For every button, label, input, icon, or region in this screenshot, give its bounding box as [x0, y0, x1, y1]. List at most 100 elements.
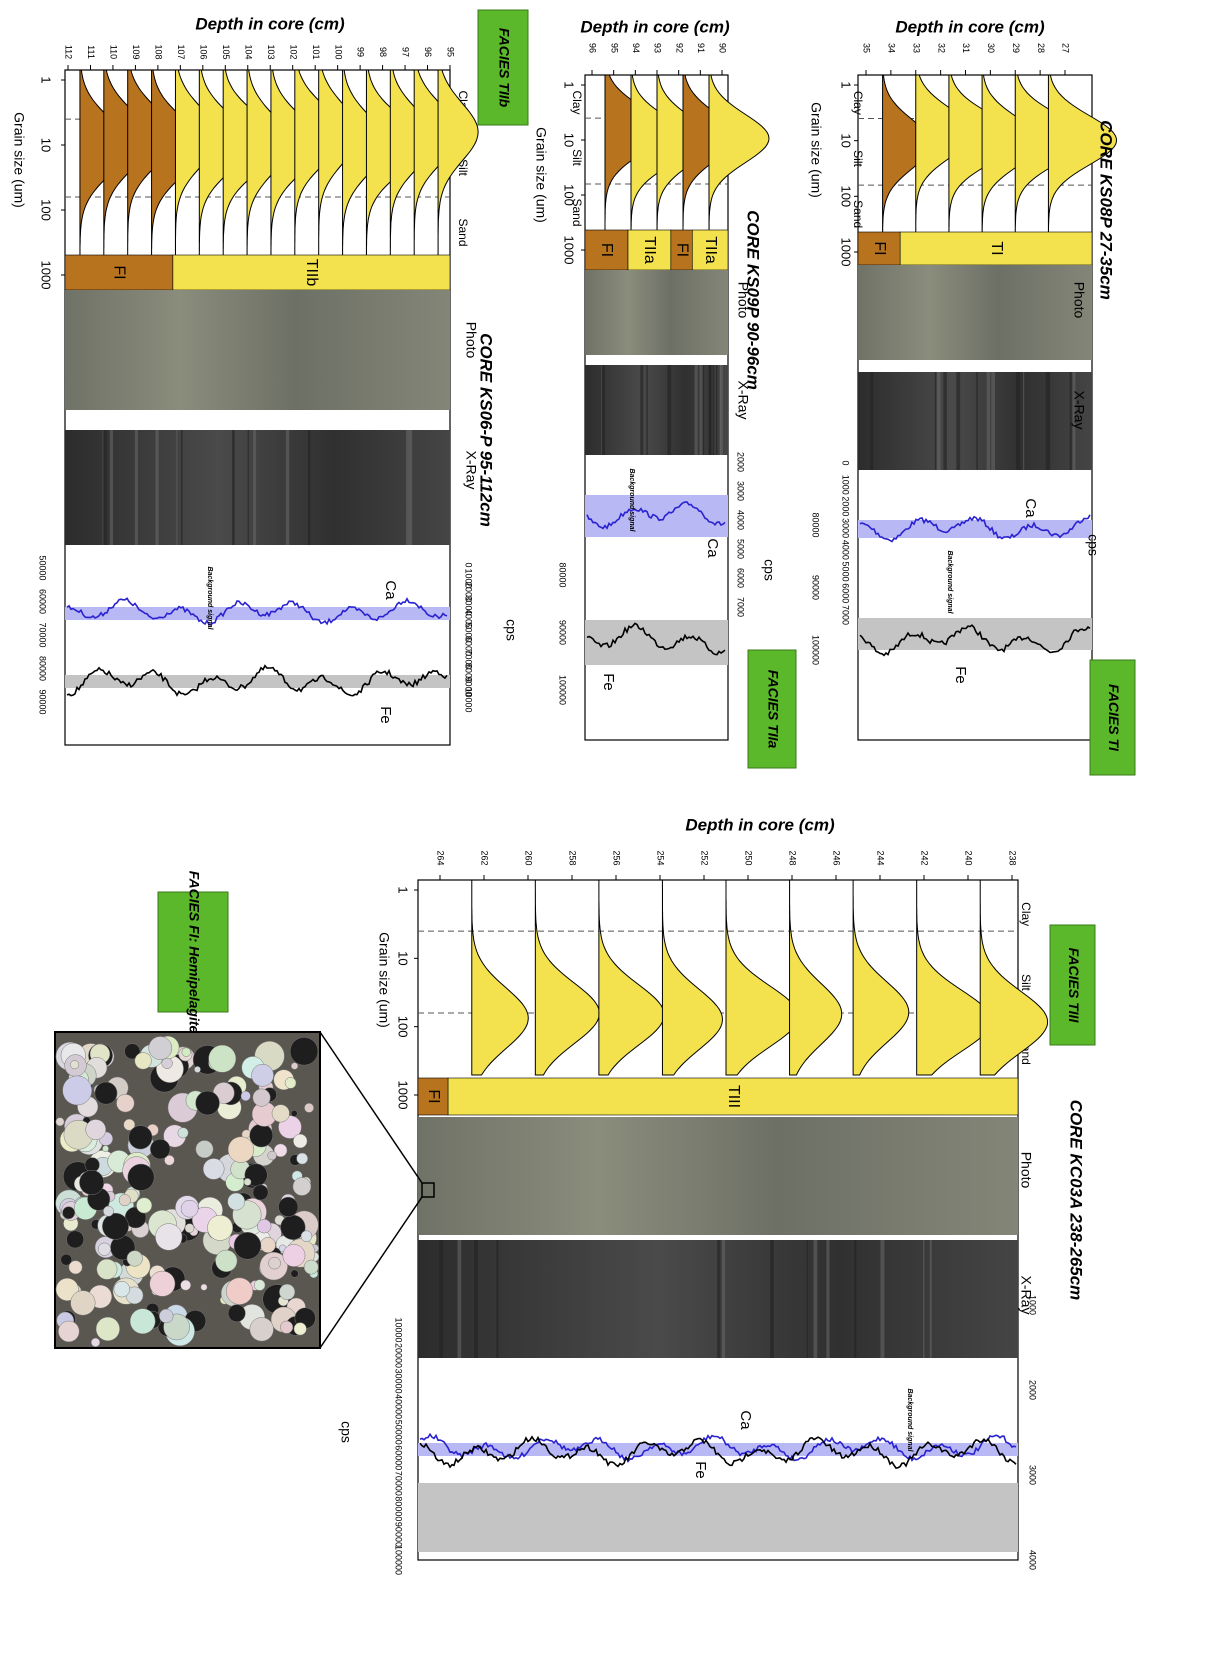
depth-tick-label: 240 — [964, 850, 974, 865]
photo-label: Photo — [1071, 282, 1087, 319]
grain-tick-label: 1000 — [562, 236, 577, 265]
grain-curve — [709, 75, 769, 230]
facies-unit-label: TI — [988, 241, 1005, 255]
background-label: Background signal — [206, 566, 213, 630]
depth-tick-label: 264 — [436, 850, 446, 865]
cps-tick-label: 80000 — [811, 512, 821, 537]
facies-unit-label: FI — [425, 1089, 442, 1103]
grain-axis-title: Grain size (um) — [533, 127, 549, 223]
foram-grain — [234, 1232, 261, 1259]
foram-grain — [63, 1076, 92, 1105]
depth-tick-label: 30 — [986, 43, 996, 53]
foram-grain — [56, 1118, 64, 1126]
foram-grain — [155, 1224, 182, 1251]
facies-box-label: FACIES FI: Hemipelagite — [186, 871, 202, 1034]
background-label: Background signal — [628, 468, 635, 532]
cps-tick-label: 100000 — [394, 1545, 404, 1575]
foram-grain — [159, 1309, 173, 1323]
foram-grain — [228, 1193, 245, 1210]
core-xray — [585, 365, 728, 455]
cps-tick-label: 7000 — [736, 597, 746, 617]
cps-label: cps — [1085, 534, 1101, 556]
foram-grain — [181, 1280, 191, 1290]
cps-tick-label: 4000 — [841, 540, 851, 560]
depth-tick-label: 99 — [356, 47, 366, 57]
depth-tick-label: 96 — [588, 43, 598, 53]
foram-grain — [293, 1134, 307, 1148]
depth-tick-label: 33 — [911, 43, 921, 53]
depth-tick-label: 109 — [131, 44, 141, 59]
grain-class-label: Sand — [851, 200, 865, 228]
cps-tick-label: 0 — [464, 562, 474, 567]
cps-label: cps — [503, 619, 519, 641]
facies-box-label: FACIES TIIa — [765, 670, 781, 749]
cps-tick-label: 100000 — [558, 675, 568, 705]
cps-label: cps — [761, 559, 777, 581]
depth-tick-label: 242 — [920, 850, 930, 865]
depth-tick-label: 238 — [1008, 850, 1018, 865]
facies-unit-label: FI — [598, 243, 615, 257]
facies-box-label: FACIES TIII — [1066, 948, 1082, 1024]
depth-tick-label: 112 — [64, 45, 74, 59]
depth-tick-label: 101 — [311, 44, 321, 59]
depth-tick-label: 252 — [700, 850, 710, 865]
foram-grain — [244, 1178, 251, 1185]
facies-unit-label: FI — [871, 241, 888, 255]
cps-tick-label: 30000 — [394, 1369, 404, 1394]
foram-grain — [119, 1194, 131, 1206]
foram-grain — [297, 1153, 308, 1164]
facies-box-label: FACIES TI — [1106, 684, 1122, 752]
cps-tick-label: 70000 — [394, 1471, 404, 1496]
facies-box-label: FACIES TIIb — [496, 28, 512, 108]
foram-grain — [149, 1036, 172, 1059]
foram-grain — [85, 1158, 100, 1173]
cps-tick-label: 6000 — [841, 583, 851, 603]
cps-tick-label: 20000 — [394, 1343, 404, 1368]
foram-grain — [185, 1224, 194, 1233]
core-photo — [418, 1117, 1018, 1235]
foram-grain — [215, 1250, 237, 1272]
foram-grain — [128, 1164, 154, 1190]
depth-tick-label: 107 — [176, 44, 186, 59]
depth-tick-label: 260 — [524, 850, 534, 865]
grain-tick-label: 100 — [396, 1016, 411, 1038]
foram-grain — [279, 1284, 295, 1300]
background-band-fe — [858, 618, 1092, 650]
cps-tick-label: 70000 — [38, 622, 48, 647]
foram-grain — [91, 1338, 100, 1347]
grain-axis-title: Grain size (um) — [808, 102, 824, 198]
cps-tick-label: 90000 — [38, 689, 48, 714]
depth-tick-label: 95 — [446, 47, 456, 57]
xray-label: X-Ray — [1071, 391, 1087, 430]
depth-tick-label: 246 — [832, 850, 842, 865]
foram-grain — [257, 1219, 271, 1233]
depth-tick-label: 96 — [423, 47, 433, 57]
foram-grain — [69, 1261, 82, 1274]
depth-tick-label: 91 — [696, 43, 706, 53]
cps-tick-label: 2000 — [1028, 1380, 1038, 1400]
background-band-fe — [418, 1483, 1018, 1552]
depth-tick-label: 106 — [198, 44, 208, 59]
foram-grain — [127, 1251, 143, 1267]
foram-grain — [283, 1244, 305, 1266]
grain-axis-title: Grain size (um) — [376, 932, 392, 1028]
core-photo — [585, 270, 728, 355]
cps-tick-label: 80000 — [394, 1496, 404, 1521]
depth-tick-label: 102 — [288, 44, 298, 59]
foram-grain — [96, 1317, 120, 1341]
core-photo — [858, 265, 1092, 360]
inset-connector — [320, 1197, 422, 1348]
cps-tick-label: 2000 — [736, 452, 746, 472]
grain-tick-label: 10 — [839, 133, 854, 147]
cps-tick-label: 90000 — [558, 620, 568, 645]
depth-tick-label: 97 — [401, 47, 411, 57]
foram-grain — [268, 1151, 277, 1160]
grain-class-label: Clay — [1019, 902, 1033, 926]
core-photo — [65, 290, 450, 410]
cps-tick-label: 0 — [841, 460, 851, 465]
core-title: CORE KS06-P 95-112cm — [477, 333, 496, 527]
background-label: Background signal — [906, 1388, 913, 1452]
foram-grain — [70, 1061, 78, 1069]
cps-tick-label: 10000 — [394, 1317, 404, 1342]
foram-grain — [79, 1170, 103, 1194]
